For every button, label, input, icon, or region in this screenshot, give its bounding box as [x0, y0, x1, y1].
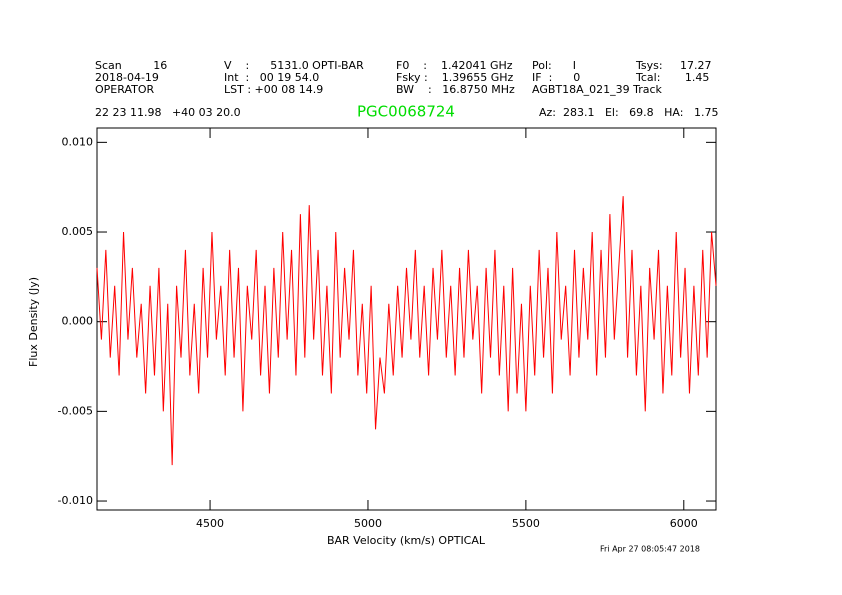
- pointing: Az: 283.1 El: 69.8 HA: 1.75: [539, 106, 718, 119]
- header-field: V : 5131.0 OPTI-BAR: [224, 59, 364, 72]
- x-axis-label: BAR Velocity (km/s) OPTICAL: [327, 534, 486, 547]
- y-tick-label: 0.005: [62, 225, 94, 238]
- header-field: IF : 0: [532, 71, 580, 84]
- header-field: OPERATOR: [95, 83, 154, 96]
- spectrum-line: [96, 196, 717, 466]
- header-field: AGBT18A_021_39 Track: [532, 83, 663, 96]
- header-field: Scan 16: [95, 59, 167, 72]
- y-tick-label: 0.010: [62, 135, 94, 148]
- header-field: Tcal: 1.45: [635, 71, 709, 84]
- x-tick-label: 4500: [196, 517, 224, 530]
- coordinates: 22 23 11.98 +40 03 20.0: [95, 106, 241, 119]
- x-tick-label: 6000: [670, 517, 698, 530]
- timestamp: Fri Apr 27 08:05:47 2018: [600, 545, 700, 554]
- header-field: 2018-04-19: [95, 71, 159, 84]
- header-field: Fsky : 1.39655 GHz: [396, 71, 514, 84]
- header-field: Int : 00 19 54.0: [224, 71, 319, 84]
- header-field: BW : 16.8750 MHz: [396, 83, 515, 96]
- y-axis-label: Flux Density (Jy): [27, 277, 40, 367]
- y-tick-label: -0.010: [58, 494, 93, 507]
- x-tick-label: 5500: [512, 517, 540, 530]
- chart-title: PGC0068724: [357, 103, 455, 121]
- header-field: Pol: I: [532, 59, 576, 72]
- header-field: Tsys: 17.27: [635, 59, 712, 72]
- header-field: LST : +00 08 14.9: [224, 83, 323, 96]
- y-tick-label: 0.000: [62, 315, 94, 328]
- plot-frame: [96, 127, 717, 511]
- header-field: F0 : 1.42041 GHz: [396, 59, 513, 72]
- y-tick-label: -0.005: [58, 404, 93, 417]
- x-tick-label: 5000: [354, 517, 382, 530]
